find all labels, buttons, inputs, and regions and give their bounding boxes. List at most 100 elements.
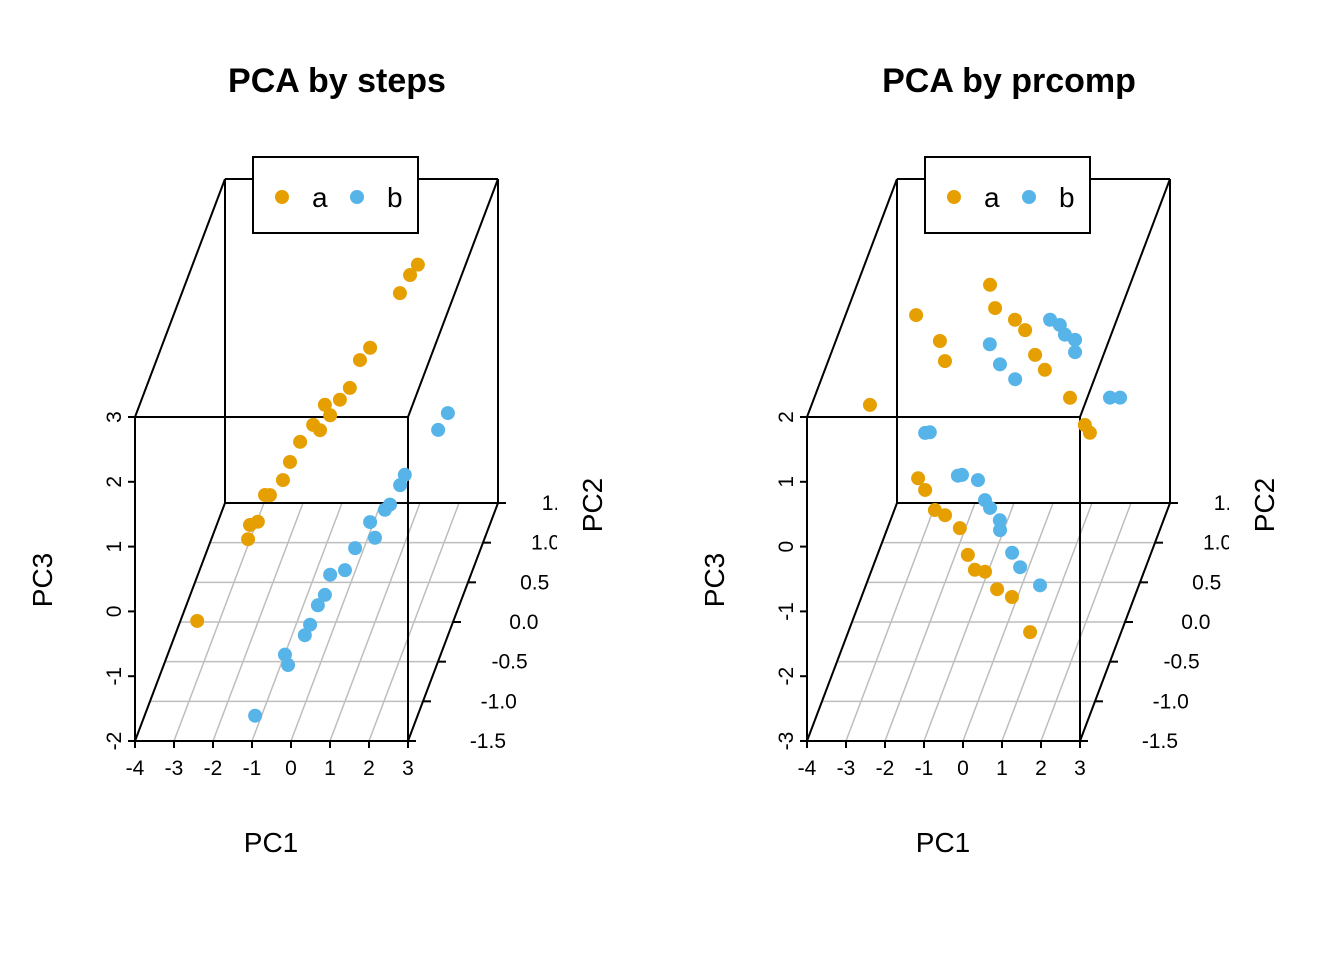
- point: [383, 497, 397, 512]
- z-tick-label: 0: [775, 541, 798, 553]
- point: [363, 515, 378, 530]
- legend-label: b: [387, 182, 403, 213]
- z-tick-label: 0: [103, 606, 126, 618]
- point: [243, 517, 258, 532]
- y-tick-label: -0.5: [1163, 651, 1199, 674]
- y-tick-label: 0.0: [1181, 611, 1210, 634]
- x-tick-label: -4: [798, 757, 817, 780]
- z-tick-label: 1: [775, 476, 798, 488]
- point: [392, 286, 407, 301]
- x-tick-label: 0: [285, 757, 297, 780]
- point: [982, 337, 997, 352]
- point: [952, 521, 967, 536]
- y-tick-label: 1.5: [542, 492, 571, 515]
- x-tick-label: -1: [915, 757, 934, 780]
- point: [1013, 560, 1028, 575]
- x-tick-label: 3: [1074, 757, 1086, 780]
- x-tick-label: 1: [996, 757, 1008, 780]
- point: [1068, 332, 1083, 347]
- point: [313, 423, 328, 438]
- point: [281, 658, 296, 673]
- point: [410, 257, 425, 272]
- z-tick-label: -3: [775, 732, 798, 751]
- point: [1028, 347, 1043, 362]
- point: [248, 708, 263, 723]
- panel: -4 -3 -2 -1 0 1 2 3-1.5-1.0-0.50.00.51.01.5-3-2…: [699, 62, 1280, 858]
- point: [909, 308, 924, 323]
- point: [352, 353, 367, 368]
- y-tick-label: -1.5: [1142, 730, 1178, 753]
- point: [937, 354, 952, 369]
- point: [275, 473, 290, 488]
- point: [241, 532, 256, 547]
- chart-title: PCA by steps: [228, 62, 446, 100]
- x-tick-label: -4: [126, 757, 145, 780]
- point: [932, 334, 947, 348]
- point: [262, 488, 277, 503]
- y-tick-labels: -1.5 -1.0 -0.5 0.0 0.5 1.0 1.5: [1142, 492, 1243, 753]
- panel: -4 -3 -2 -1 0 1 2 3 -1.5 -1.0 -0.5 0.0 0.5 1.0 1.5 -2 -1…: [27, 62, 608, 858]
- x-tick-label: 0: [957, 757, 969, 780]
- point: [431, 422, 446, 437]
- z-tick-label: 2: [775, 411, 798, 423]
- point: [282, 454, 297, 469]
- point: [983, 500, 998, 515]
- point: [992, 513, 1007, 528]
- point: [403, 268, 418, 283]
- legend-label: a: [312, 182, 328, 213]
- point: [323, 408, 338, 423]
- legend-label: a: [984, 182, 1000, 213]
- point: [1005, 545, 1020, 560]
- point: [310, 598, 325, 613]
- axis-line: [1079, 178, 1171, 418]
- x-axis-label: PC1: [916, 827, 970, 858]
- point: [938, 508, 953, 523]
- y-tick-label: 0.5: [520, 571, 549, 594]
- point: [992, 357, 1007, 372]
- y-tick-label: 1.0: [1203, 532, 1232, 555]
- z-axis-label: PC3: [27, 553, 58, 607]
- point: [297, 628, 312, 643]
- y-tick-label: 0.5: [1192, 571, 1221, 594]
- point: [348, 541, 363, 556]
- point: [911, 471, 926, 486]
- y-tick-label: 1.5: [1214, 492, 1243, 515]
- axis-line: [407, 178, 499, 418]
- point: [1068, 345, 1083, 360]
- point: [988, 301, 1003, 316]
- point: [1102, 390, 1117, 405]
- x-tick-label: -1: [243, 757, 262, 780]
- y-tick-label: -0.5: [491, 651, 527, 674]
- point: [317, 587, 332, 602]
- legend-marker: [1022, 190, 1036, 204]
- point: [440, 406, 455, 421]
- point: [317, 397, 332, 412]
- z-tick-label: 3: [103, 411, 126, 423]
- point: [970, 473, 985, 488]
- x-tick-label: -2: [204, 757, 223, 780]
- point: [190, 613, 205, 628]
- point: [303, 617, 318, 632]
- point: [342, 380, 357, 395]
- point: [990, 582, 1005, 597]
- y-tick-label: 0.0: [509, 611, 538, 634]
- z-tick-label: -2: [775, 667, 798, 686]
- y-tick-label: -1.0: [481, 690, 517, 713]
- point: [1004, 590, 1019, 605]
- point: [397, 467, 412, 482]
- z-tick-label: 2: [103, 476, 126, 488]
- y-tick-labels: -1.5 -1.0 -0.5 0.0 0.5 1.0 1.5: [470, 492, 571, 753]
- point: [1008, 372, 1023, 387]
- point: [1023, 625, 1038, 640]
- y-axis-label: PC2: [577, 478, 608, 532]
- z-tick-label: -1: [103, 667, 126, 686]
- axis-line: [806, 502, 898, 742]
- y-axis-label: PC2: [1249, 478, 1280, 532]
- point: [293, 434, 308, 449]
- point: [1063, 390, 1078, 405]
- point: [954, 467, 969, 482]
- x-axis-label: PC1: [244, 827, 298, 858]
- x-tick-label: 2: [363, 757, 375, 780]
- axis-line: [806, 178, 898, 418]
- point: [918, 482, 933, 497]
